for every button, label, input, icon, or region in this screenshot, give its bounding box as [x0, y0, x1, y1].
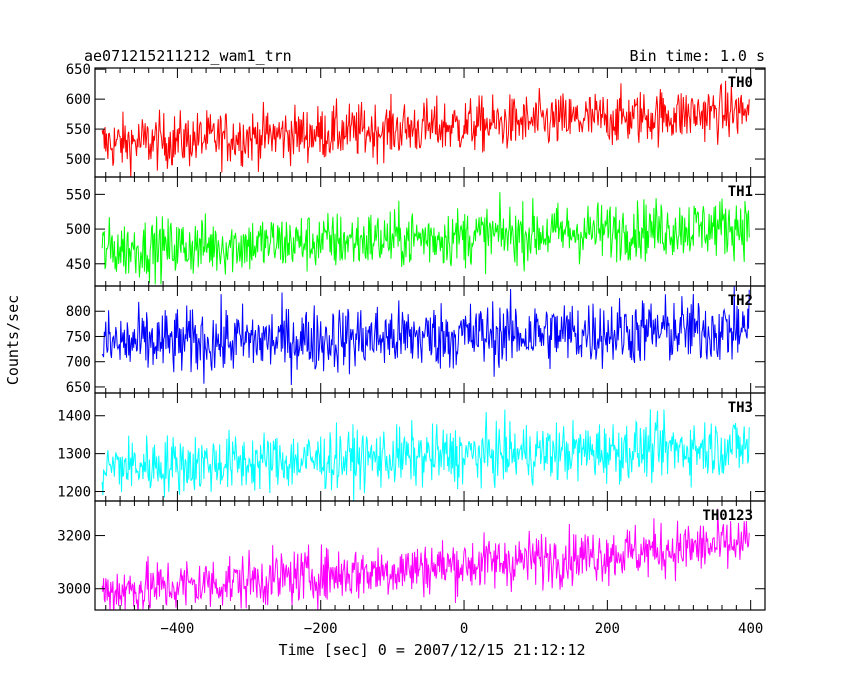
series-line-th1	[101, 192, 750, 285]
y-tick-label: 1200	[57, 485, 91, 501]
series-line-th0123	[101, 508, 750, 610]
y-tick-label: 1400	[57, 409, 91, 425]
y-tick-label: 1300	[57, 447, 91, 463]
y-tick-label: 800	[66, 304, 91, 320]
x-axis: −400 −200 0 200 400	[161, 621, 764, 637]
y-tick-label: 500	[66, 152, 91, 168]
panel-label-th3: TH3	[728, 400, 753, 416]
y-tick-label: 500	[66, 222, 91, 238]
series-line-th0	[101, 80, 750, 177]
y-tick-label: 450	[66, 257, 91, 273]
series-line-th2	[101, 286, 750, 385]
y-tick-label: 3000	[57, 582, 91, 598]
y-tick-label: 3200	[57, 529, 91, 545]
x-tick-label: 200	[595, 621, 620, 637]
chart-title: ae071215211212_wam1_trn	[84, 47, 292, 65]
panel-label-th0: TH0	[728, 75, 753, 91]
series-line-th3	[101, 409, 750, 501]
bin-time-label: Bin time: 1.0 s	[630, 47, 765, 65]
panel-th2: 650 700 750 800 TH2	[66, 285, 766, 396]
y-tick-label: 750	[66, 329, 91, 345]
y-tick-label: 550	[66, 187, 91, 203]
panels-group: 500 550 600 650 TH0 450 500 550 TH1 650 700 750 800 T…	[57, 62, 766, 611]
x-tick-label: 0	[460, 621, 468, 637]
y-axis-label: Counts/sec	[4, 295, 22, 385]
panel-th0123: 3000 3200 TH0123	[57, 500, 766, 611]
panel-th0: 500 550 600 650 TH0	[66, 62, 766, 178]
panel-th3: 1200 1300 1400 TH3	[57, 392, 766, 502]
x-axis-label: Time [sec] 0 = 2007/12/15 21:12:12	[278, 641, 585, 659]
panel-label-th0123: TH0123	[702, 508, 753, 524]
y-tick-label: 650	[66, 62, 91, 78]
panel-frame	[94, 500, 766, 611]
y-tick-label: 600	[66, 92, 91, 108]
panel-th1: 450 500 550 TH1	[66, 176, 766, 287]
panel-label-th1: TH1	[728, 184, 753, 200]
y-tick-label: 650	[66, 380, 91, 396]
x-tick-label: 400	[738, 621, 763, 637]
panel-label-th2: TH2	[728, 293, 753, 309]
x-tick-label: −400	[161, 621, 195, 637]
y-tick-label: 550	[66, 122, 91, 138]
y-tick-label: 700	[66, 355, 91, 371]
x-tick-label: −200	[304, 621, 338, 637]
